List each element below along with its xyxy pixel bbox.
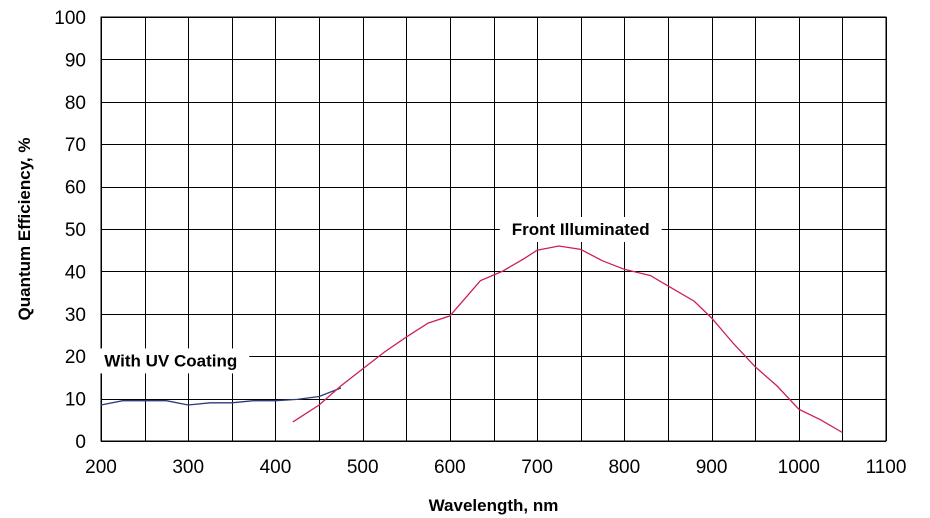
y-tick-label: 70 [65, 135, 86, 156]
y-tick-label: 0 [75, 432, 86, 453]
y-tick-label: 60 [65, 178, 86, 199]
y-tick-label: 20 [65, 347, 86, 368]
annotation-front-illuminated-background [499, 217, 662, 242]
series-line-with-uv-coating [100, 387, 342, 406]
x-axis-title: Wavelength, nm [429, 496, 559, 515]
annotation-with-uv-coating-background [92, 348, 250, 374]
annotation-with-uv-coating: With UV Coating [104, 351, 237, 370]
y-tick-label: 90 [65, 50, 86, 71]
series-line-front-illuminated [292, 245, 843, 434]
y-tick-label: 40 [65, 262, 86, 283]
y-axis-title: Quantum Efficiency, % [15, 138, 34, 321]
tick-labels: 200 300 400 500 600 700 800 900 1000 1100 0 10 20 30 4… [54, 8, 906, 478]
x-tick-label: 800 [608, 457, 640, 478]
y-tick-label: 50 [65, 220, 86, 241]
x-tick-label: 900 [696, 457, 728, 478]
x-tick-label: 700 [521, 457, 553, 478]
x-tick-label: 600 [434, 457, 466, 478]
y-tick-label: 10 [65, 390, 86, 411]
annotation-front-illuminated: Front Illuminated [512, 220, 650, 239]
y-tick-label: 30 [65, 305, 86, 326]
x-tick-label: 200 [85, 457, 117, 478]
x-tick-label: 500 [347, 457, 379, 478]
x-tick-label: 1000 [778, 457, 820, 478]
y-tick-label: 80 [65, 93, 86, 114]
annotations: Front Illuminated With UV Coating [92, 217, 662, 374]
y-tick-label: 100 [54, 8, 86, 29]
plot-area-frame [100, 16, 887, 442]
series-layer [100, 245, 843, 434]
x-tick-label: 1100 [866, 457, 907, 478]
x-tick-label: 400 [260, 457, 292, 478]
x-tick-label: 300 [172, 457, 204, 478]
